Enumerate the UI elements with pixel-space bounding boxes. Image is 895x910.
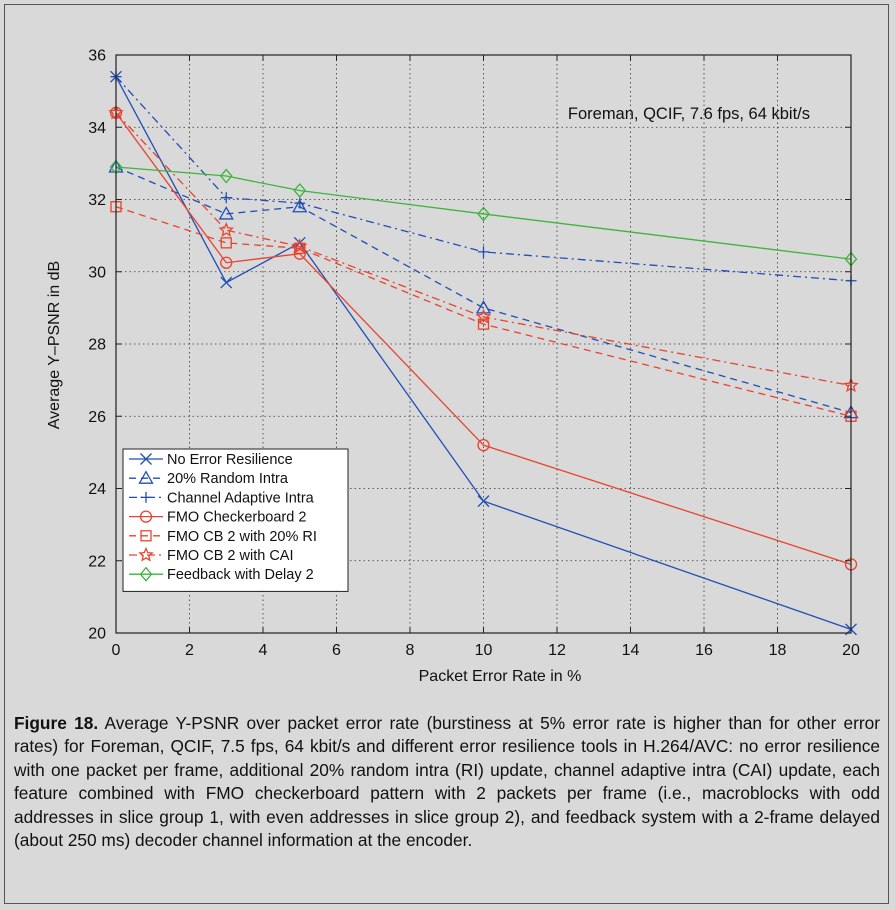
series-line [115, 112, 852, 387]
legend-item: FMO CB 2 with CAI [129, 546, 294, 564]
x-tick-label: 18 [769, 642, 787, 659]
y-tick-label: 26 [88, 409, 106, 426]
legend-label: No Error Resilience [167, 452, 293, 468]
x-tick-label: 20 [842, 642, 860, 659]
legend-label: FMO CB 2 with CAI [167, 548, 294, 564]
legend-item: 20% Random Intra [129, 470, 289, 487]
series-group [108, 70, 859, 636]
data-point [475, 300, 492, 314]
x-tick-label: 8 [406, 642, 415, 659]
data-point [219, 168, 233, 184]
data-point [293, 182, 307, 198]
series-line [115, 166, 852, 260]
y-tick-label: 30 [88, 264, 106, 281]
series-line [115, 206, 852, 417]
data-point [478, 246, 489, 258]
series-6 [109, 159, 858, 267]
y-tick-label: 34 [88, 120, 106, 137]
data-point [477, 495, 490, 508]
x-tick-label: 10 [475, 642, 493, 659]
x-tick-label: 14 [622, 642, 640, 659]
legend-label: FMO CB 2 with 20% RI [167, 529, 317, 545]
legend-marker [140, 530, 152, 542]
data-point [294, 197, 306, 209]
data-point [218, 222, 235, 237]
y-tick-label: 28 [88, 337, 106, 354]
caption-text: Average Y-PSNR over packet error rate (b… [14, 713, 880, 851]
legend-marker [140, 491, 152, 503]
figure-caption: Figure 18. Average Y-PSNR over packet er… [14, 712, 880, 852]
x-tick-label: 6 [332, 642, 341, 659]
legend-marker [140, 453, 152, 465]
x-tick-label: 12 [548, 642, 566, 659]
y-tick-label: 32 [88, 192, 106, 209]
chart-annotation: Foreman, QCIF, 7.6 fps, 64 kbit/s [568, 105, 810, 123]
y-tick-label: 24 [88, 481, 106, 498]
legend-item: Channel Adaptive Intra [129, 490, 315, 506]
legend-marker [139, 566, 153, 582]
legend-marker [138, 546, 154, 562]
legend-item: Feedback with Delay 2 [129, 566, 314, 583]
data-point [475, 308, 492, 324]
data-point [477, 438, 490, 452]
legend-item: FMO Checkerboard 2 [129, 510, 306, 526]
data-point [220, 256, 233, 269]
data-point [291, 238, 308, 254]
data-point [220, 237, 232, 249]
legend-item: No Error Resilience [129, 452, 293, 468]
data-point [477, 206, 490, 222]
x-tick-label: 16 [695, 642, 713, 659]
x-axis-label: Packet Error Rate in % [419, 668, 582, 685]
x-tick-label: 2 [185, 642, 194, 659]
legend-marker [138, 470, 154, 484]
legend: No Error Resilience 20% Random Intra Chann… [122, 448, 349, 592]
data-point [220, 192, 232, 204]
x-tick-label: 0 [112, 642, 121, 659]
legend-label: Channel Adaptive Intra [167, 490, 315, 506]
y-tick-label: 22 [88, 553, 106, 570]
legend-item: FMO CB 2 with 20% RI [129, 529, 317, 545]
data-point [292, 198, 308, 213]
caption-lead: Figure 18. [14, 713, 99, 733]
legend-label: Feedback with Delay 2 [167, 567, 314, 583]
y-axis-label: Average Y–PSNR in dB [46, 261, 63, 429]
legend-marker [139, 510, 153, 523]
x-tick-label: 4 [259, 642, 268, 659]
data-point [220, 276, 233, 289]
legend-label: FMO Checkerboard 2 [167, 510, 306, 526]
legend-label: 20% Random Intra [167, 471, 289, 487]
data-point [218, 206, 234, 220]
y-tick-label: 20 [88, 626, 106, 643]
y-tick-label: 36 [88, 48, 106, 65]
legend-box [122, 448, 349, 592]
